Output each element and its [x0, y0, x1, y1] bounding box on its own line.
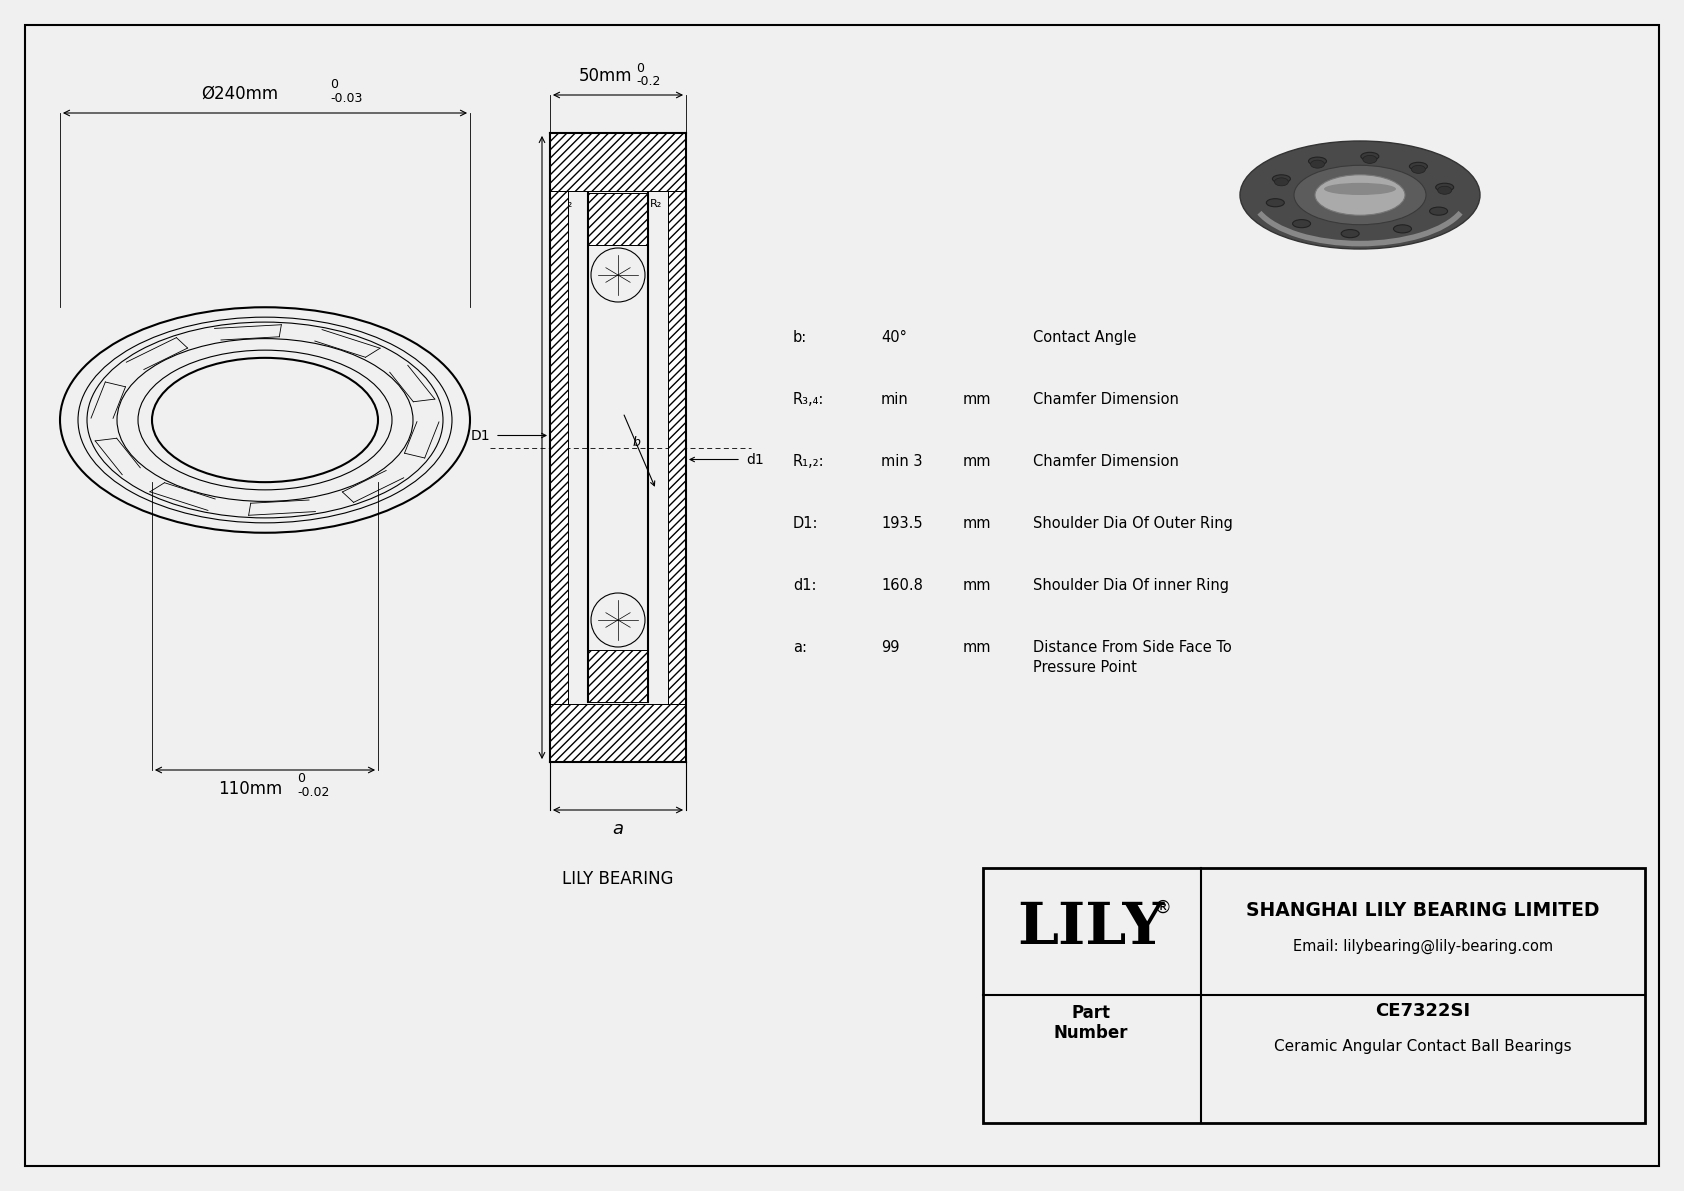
Bar — [551, 133, 685, 191]
Ellipse shape — [1361, 152, 1379, 161]
Text: Contact Angle: Contact Angle — [1032, 330, 1137, 345]
Text: 160.8: 160.8 — [881, 578, 923, 593]
Ellipse shape — [1266, 199, 1285, 207]
Bar — [669, 191, 685, 704]
Ellipse shape — [1293, 166, 1426, 225]
Text: Shoulder Dia Of Outer Ring: Shoulder Dia Of Outer Ring — [1032, 516, 1233, 531]
Ellipse shape — [1393, 225, 1411, 233]
Text: 99: 99 — [881, 640, 899, 655]
Text: SHANGHAI LILY BEARING LIMITED: SHANGHAI LILY BEARING LIMITED — [1246, 900, 1600, 919]
Text: a: a — [613, 819, 623, 838]
Text: -0.03: -0.03 — [330, 92, 362, 105]
Ellipse shape — [1315, 175, 1404, 216]
Text: Ceramic Angular Contact Ball Bearings: Ceramic Angular Contact Ball Bearings — [1275, 1039, 1571, 1054]
Text: R₃: R₃ — [657, 135, 669, 145]
Ellipse shape — [1362, 155, 1378, 163]
Text: 50mm: 50mm — [579, 67, 633, 85]
Text: Ø240mm: Ø240mm — [202, 85, 278, 102]
Text: D1: D1 — [470, 429, 490, 443]
Text: d1: d1 — [746, 453, 765, 467]
Text: 110mm: 110mm — [217, 780, 283, 798]
Text: R₃,₄:: R₃,₄: — [793, 392, 825, 407]
Ellipse shape — [1308, 157, 1327, 166]
Text: D1:: D1: — [793, 516, 818, 531]
Ellipse shape — [1410, 162, 1428, 170]
Bar — [983, 868, 1645, 1123]
Text: mm: mm — [963, 392, 992, 407]
Text: ®: ® — [1154, 899, 1170, 917]
Text: R₁: R₁ — [669, 199, 680, 208]
Text: mm: mm — [963, 578, 992, 593]
Ellipse shape — [1438, 186, 1452, 194]
Text: Distance From Side Face To
Pressure Point: Distance From Side Face To Pressure Poin… — [1032, 640, 1231, 675]
Text: Email: lilybearing@lily-bearing.com: Email: lilybearing@lily-bearing.com — [1293, 939, 1553, 954]
Ellipse shape — [1293, 219, 1310, 227]
Text: LILY: LILY — [1017, 900, 1165, 956]
Ellipse shape — [1275, 177, 1288, 186]
Ellipse shape — [1273, 175, 1290, 183]
Text: min 3: min 3 — [881, 454, 923, 469]
Text: Part
Number: Part Number — [1054, 1004, 1128, 1042]
Ellipse shape — [1310, 160, 1325, 168]
Bar — [669, 191, 685, 704]
Text: 40°: 40° — [881, 330, 908, 345]
Text: R₁: R₁ — [552, 141, 564, 151]
Text: mm: mm — [963, 640, 992, 655]
Text: mm: mm — [963, 516, 992, 531]
Text: CE7322SI: CE7322SI — [1376, 1002, 1470, 1019]
Text: LILY BEARING: LILY BEARING — [562, 869, 674, 888]
Bar — [551, 704, 685, 762]
Text: d1:: d1: — [793, 578, 817, 593]
Text: 0: 0 — [637, 62, 643, 75]
Text: min: min — [881, 392, 909, 407]
Text: Chamfer Dimension: Chamfer Dimension — [1032, 392, 1179, 407]
Text: 0: 0 — [330, 77, 338, 91]
Text: -0.02: -0.02 — [296, 786, 330, 799]
Text: Shoulder Dia Of inner Ring: Shoulder Dia Of inner Ring — [1032, 578, 1229, 593]
Ellipse shape — [1411, 166, 1425, 174]
Text: R₂: R₂ — [650, 199, 662, 208]
Text: -0.2: -0.2 — [637, 75, 660, 88]
Text: R₂: R₂ — [561, 199, 573, 208]
Text: R₁: R₁ — [552, 199, 564, 208]
Ellipse shape — [1340, 230, 1359, 238]
Ellipse shape — [1436, 183, 1453, 192]
Text: R₂: R₂ — [564, 135, 576, 145]
Ellipse shape — [1239, 141, 1480, 249]
Text: mm: mm — [963, 454, 992, 469]
Bar — [588, 650, 648, 701]
Ellipse shape — [1430, 207, 1448, 216]
Text: b:: b: — [793, 330, 807, 345]
Text: Chamfer Dimension: Chamfer Dimension — [1032, 454, 1179, 469]
Bar — [588, 650, 648, 701]
Bar — [588, 193, 648, 245]
Ellipse shape — [1324, 183, 1396, 195]
Text: R₄: R₄ — [670, 141, 684, 151]
Bar — [588, 193, 648, 245]
Bar — [551, 191, 568, 704]
Bar — [551, 133, 685, 191]
Text: R₁,₂:: R₁,₂: — [793, 454, 825, 469]
Text: 0: 0 — [296, 772, 305, 785]
Bar — [551, 704, 685, 762]
Text: 193.5: 193.5 — [881, 516, 923, 531]
Text: a:: a: — [793, 640, 807, 655]
Ellipse shape — [1317, 175, 1403, 214]
Text: b: b — [633, 436, 642, 449]
Bar — [551, 191, 568, 704]
